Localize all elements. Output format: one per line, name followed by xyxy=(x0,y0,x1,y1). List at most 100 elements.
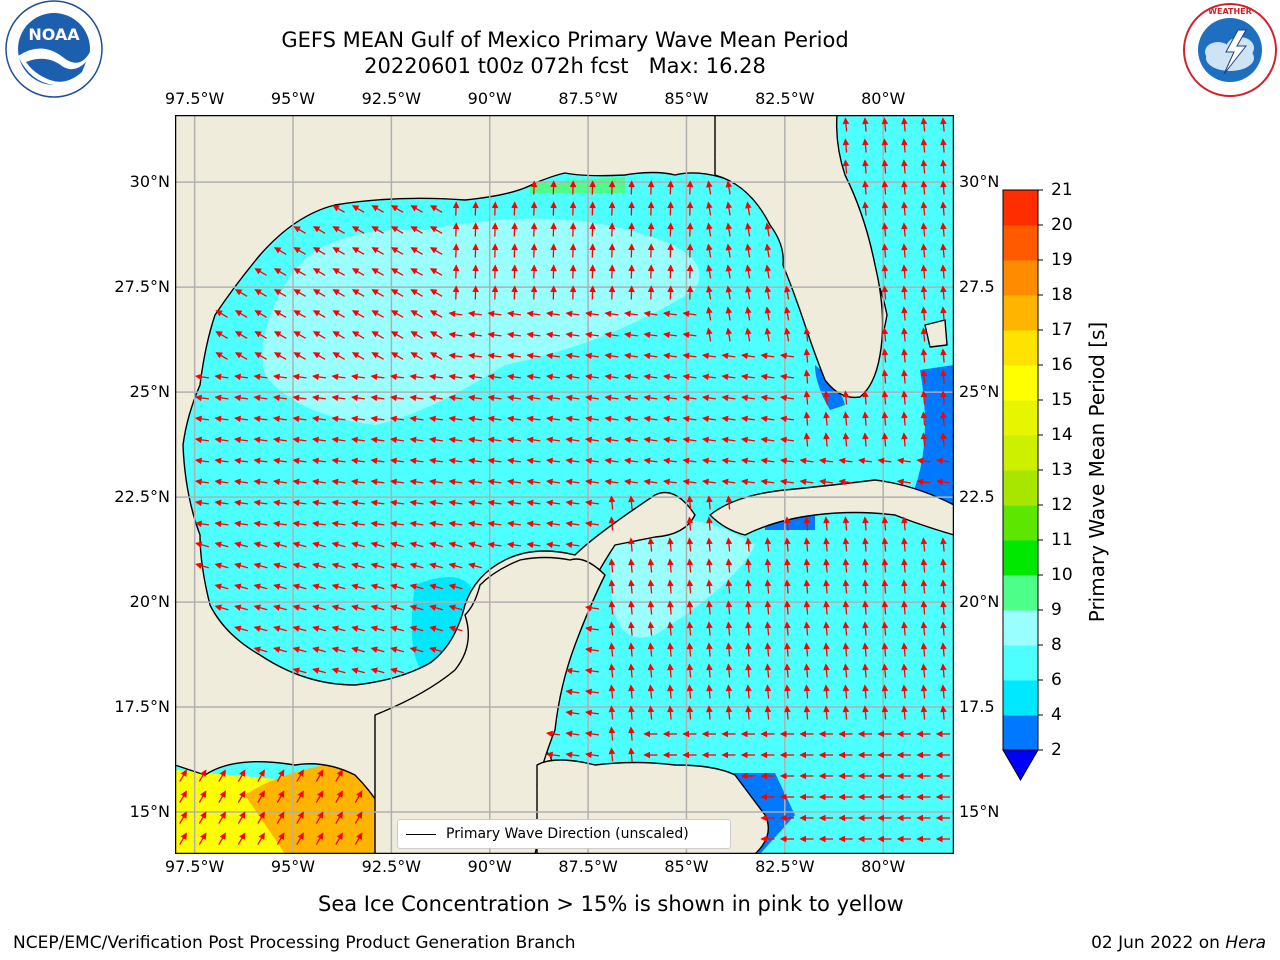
wave-arrow xyxy=(779,814,794,822)
wave-arrow xyxy=(390,205,404,213)
wave-arrow xyxy=(257,811,265,824)
wave-arrow xyxy=(901,138,908,153)
wave-arrow xyxy=(530,264,538,279)
wave-arrow xyxy=(608,684,616,699)
wave-arrow xyxy=(628,495,635,510)
wave-arrow xyxy=(351,646,365,653)
wave-arrow xyxy=(702,352,716,360)
wave-arrow xyxy=(803,516,811,531)
wave-arrow xyxy=(371,289,384,297)
wave-arrow xyxy=(935,772,950,780)
period-region-blue-keys xyxy=(815,365,845,410)
wave-arrow xyxy=(253,520,268,528)
wave-arrow xyxy=(740,730,755,738)
wave-arrow xyxy=(667,579,674,594)
wave-arrow xyxy=(335,790,343,803)
wave-arrow xyxy=(682,751,697,759)
longitude-label-top: 87.5°W xyxy=(558,89,618,108)
wave-arrow xyxy=(920,159,928,174)
wave-arrow xyxy=(315,769,324,782)
wave-arrow xyxy=(780,457,794,465)
wave-arrow xyxy=(569,201,577,216)
wave-arrow xyxy=(823,621,830,636)
wave-arrow xyxy=(507,520,521,528)
wave-arrow xyxy=(916,793,931,801)
wave-arrow xyxy=(390,562,404,569)
wave-arrow xyxy=(760,415,775,423)
wave-arrow xyxy=(663,436,677,444)
wave-arrow xyxy=(764,306,772,321)
wave-arrow xyxy=(409,541,424,548)
wave-arrow xyxy=(331,478,346,486)
wave-arrow xyxy=(511,201,518,216)
wave-arrow xyxy=(764,285,772,300)
wave-arrow xyxy=(901,642,908,657)
wave-arrow xyxy=(647,642,655,657)
wave-arrow xyxy=(312,331,326,339)
wave-arrow xyxy=(920,642,928,657)
land-cuba xyxy=(709,479,954,536)
wave-arrow xyxy=(940,621,947,636)
wave-arrow xyxy=(312,268,326,276)
wave-arrow xyxy=(745,327,752,342)
wave-arrow xyxy=(293,289,306,297)
wave-arrow xyxy=(293,268,306,276)
wave-arrow xyxy=(312,562,326,569)
colorbar-tick-label: 6 xyxy=(1051,670,1062,690)
wave-arrow xyxy=(234,352,248,360)
wave-arrow xyxy=(780,415,794,423)
wave-arrow xyxy=(682,331,697,339)
wave-arrow xyxy=(920,432,928,447)
wave-arrow xyxy=(198,811,207,824)
wave-arrow xyxy=(569,222,577,237)
wave-arrow xyxy=(682,352,697,360)
wave-arrow xyxy=(390,373,404,381)
wave-arrow xyxy=(390,583,404,590)
wave-arrow xyxy=(179,790,187,803)
wave-arrow xyxy=(725,264,733,279)
wave-arrow xyxy=(706,180,713,195)
wave-arrow xyxy=(468,541,482,548)
wave-arrow xyxy=(312,436,326,444)
period-region-light-south xyxy=(610,518,755,638)
wave-arrow xyxy=(448,625,463,632)
wave-arrow xyxy=(507,499,521,507)
wave-arrow xyxy=(667,537,674,552)
wave-arrow xyxy=(643,394,658,402)
wave-arrow xyxy=(935,730,950,738)
wave-arrow xyxy=(799,793,814,801)
wave-arrow xyxy=(237,832,246,845)
wave-arrow xyxy=(764,684,772,699)
wave-arrow xyxy=(354,811,363,824)
wave-arrow xyxy=(214,583,229,590)
wave-arrow xyxy=(857,835,872,843)
wave-arrow xyxy=(643,352,658,360)
wave-arrow xyxy=(296,769,304,782)
wave-arrow xyxy=(803,411,811,426)
wave-arrow xyxy=(276,790,285,803)
wave-arrow xyxy=(390,394,404,402)
wave-arrow xyxy=(784,663,791,678)
wave-arrow xyxy=(706,222,713,237)
wave-arrow xyxy=(273,436,287,444)
wave-arrow xyxy=(862,558,869,573)
wave-arrow xyxy=(589,180,596,195)
wave-arrow xyxy=(370,520,385,528)
wave-arrow xyxy=(565,709,580,717)
latitude-label-left: 17.5°N xyxy=(114,697,170,717)
wave-arrow xyxy=(332,331,345,339)
wave-arrow xyxy=(487,499,502,507)
wave-arrow xyxy=(799,730,814,738)
wave-arrow xyxy=(312,625,326,632)
wave-arrow xyxy=(686,495,694,510)
wave-arrow xyxy=(686,180,694,195)
wave-arrow xyxy=(838,772,853,780)
wave-arrow xyxy=(940,243,947,258)
wave-arrow xyxy=(526,373,541,381)
wave-arrow xyxy=(292,436,307,444)
wave-arrow xyxy=(332,289,345,297)
wave-arrow xyxy=(803,327,811,342)
wave-arrow xyxy=(331,457,346,465)
wave-arrow xyxy=(842,642,850,657)
wave-arrow xyxy=(351,478,365,486)
